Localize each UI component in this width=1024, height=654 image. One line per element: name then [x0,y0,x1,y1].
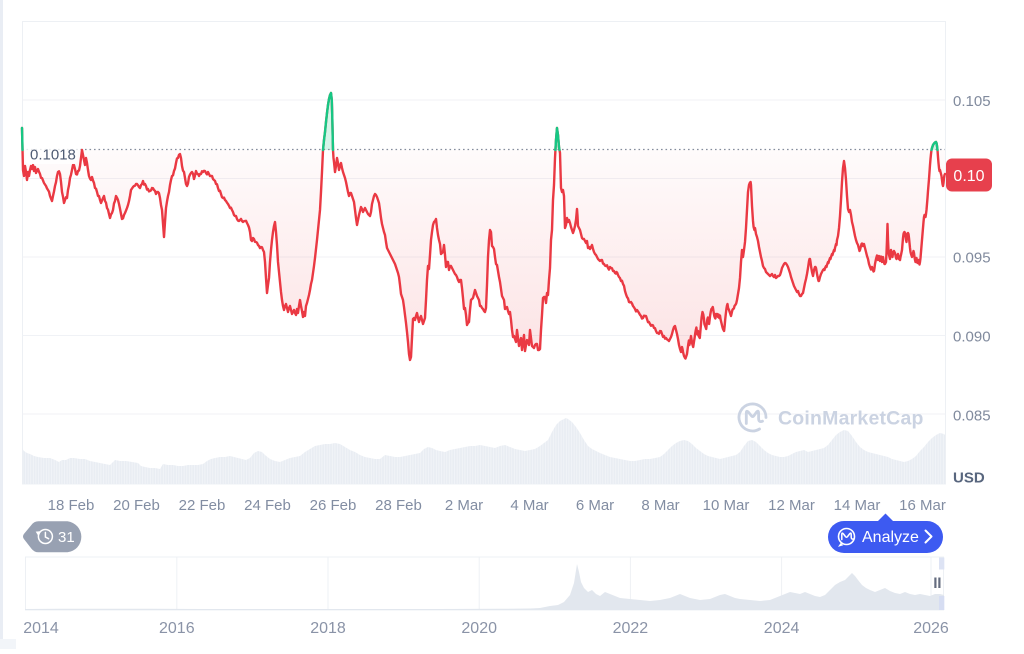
svg-text:28 Feb: 28 Feb [375,497,422,514]
svg-text:6 Mar: 6 Mar [576,497,614,514]
svg-text:14 Mar: 14 Mar [834,497,881,514]
svg-text:4 Mar: 4 Mar [510,497,548,514]
svg-text:26 Feb: 26 Feb [310,497,357,514]
svg-text:2026: 2026 [913,620,949,637]
svg-text:24 Feb: 24 Feb [244,497,291,514]
svg-text:USD: USD [953,470,985,487]
svg-text:2 Mar: 2 Mar [445,497,483,514]
svg-text:12 Mar: 12 Mar [768,497,815,514]
svg-text:2018: 2018 [310,620,346,637]
svg-text:2016: 2016 [159,620,195,637]
svg-text:0.1018: 0.1018 [30,147,76,164]
svg-text:2024: 2024 [764,620,800,637]
svg-text:2022: 2022 [613,620,649,637]
svg-text:18 Feb: 18 Feb [48,497,95,514]
svg-text:0.105: 0.105 [953,93,991,110]
svg-text:0.095: 0.095 [953,250,991,267]
svg-text:0.090: 0.090 [953,329,991,346]
svg-text:16 Mar: 16 Mar [899,497,946,514]
svg-text:10 Mar: 10 Mar [703,497,750,514]
svg-text:22 Feb: 22 Feb [179,497,226,514]
svg-text:8 Mar: 8 Mar [641,497,679,514]
svg-text:2014: 2014 [23,620,59,637]
svg-text:0.10: 0.10 [953,168,984,185]
svg-text:2020: 2020 [461,620,497,637]
svg-text:31: 31 [58,529,75,546]
svg-text:Analyze: Analyze [862,529,919,546]
svg-text:0.085: 0.085 [953,408,991,425]
svg-text:CoinMarketCap: CoinMarketCap [778,408,924,430]
svg-text:20 Feb: 20 Feb [113,497,160,514]
